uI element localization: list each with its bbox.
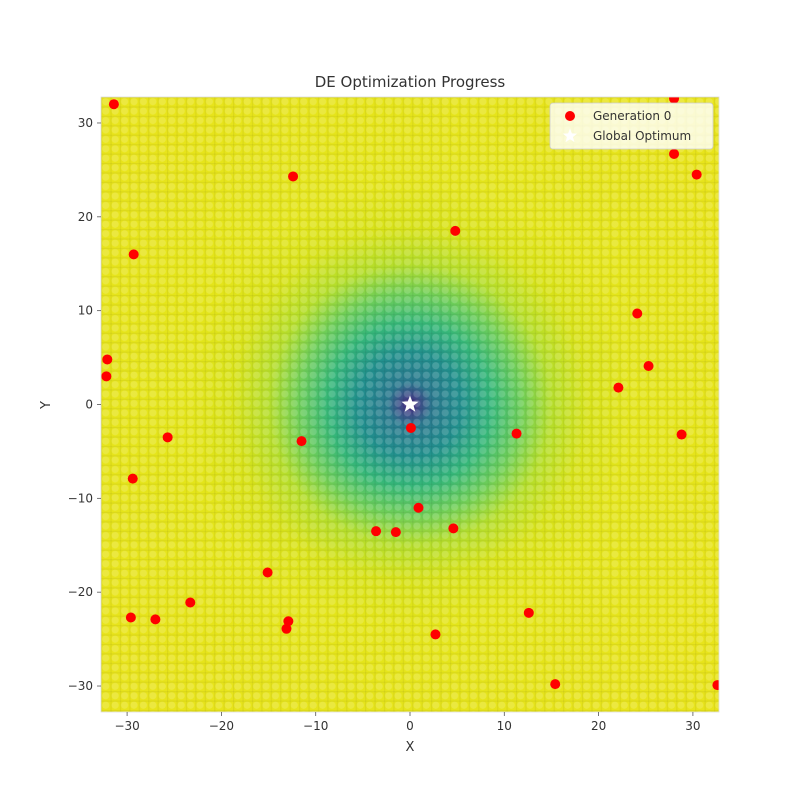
- legend-box: [549, 102, 714, 150]
- legend-label-global-optimum: Global Optimum: [593, 129, 691, 143]
- x-tick-label: 0: [406, 719, 414, 733]
- y-axis-label: Y: [39, 401, 54, 410]
- generation-0-point: [550, 679, 561, 690]
- legend-marker-generation-0: [565, 111, 575, 121]
- generation-0-point: [185, 597, 196, 608]
- generation-0-point: [676, 429, 687, 440]
- generation-0-point: [511, 428, 522, 439]
- generation-0-point: [125, 612, 136, 623]
- generation-0-point: [288, 171, 299, 182]
- generation-0-point: [430, 629, 441, 640]
- generation-0-point: [127, 473, 138, 484]
- generation-0-point: [371, 526, 382, 537]
- x-tick-label: −20: [209, 719, 234, 733]
- plot-area: [100, 96, 720, 713]
- global-optimum-star: [401, 395, 419, 412]
- legend-label-generation-0: Generation 0: [593, 109, 671, 123]
- generation-0-point: [102, 354, 113, 365]
- legend: Generation 0 Global Optimum: [549, 102, 714, 150]
- generation-0-point: [643, 361, 654, 372]
- generation-0-point: [669, 97, 680, 104]
- x-tick-label: −30: [114, 719, 139, 733]
- legend-marker-global-optimum: [562, 128, 578, 143]
- generation-0-point: [669, 148, 680, 159]
- generation-0-point: [128, 249, 139, 260]
- generation-0-point: [162, 432, 173, 443]
- generation-0-point: [632, 308, 643, 319]
- generation-0-point: [281, 623, 292, 634]
- y-tick-label: −20: [68, 585, 93, 599]
- x-tick-label: 30: [685, 719, 700, 733]
- generation-0-point: [691, 169, 702, 180]
- y-tick-label: −10: [68, 491, 93, 505]
- generation-0-point: [523, 607, 534, 618]
- generation-0-point: [413, 502, 424, 513]
- generation-0-point: [108, 99, 119, 110]
- x-tick-label: 20: [591, 719, 606, 733]
- generation-0-point: [390, 527, 401, 538]
- generation-0-point: [448, 523, 459, 534]
- y-axis-ticks: −30 −20 −10 0 10 20 30: [68, 116, 101, 693]
- chart-title: DE Optimization Progress: [315, 73, 506, 91]
- x-axis-ticks: −30 −20 −10 0 10 20 30: [114, 712, 701, 733]
- x-tick-label: −10: [303, 719, 328, 733]
- generation-0-point: [150, 614, 161, 625]
- generation-0-point: [613, 382, 624, 393]
- x-tick-label: 10: [497, 719, 512, 733]
- y-tick-label: 20: [78, 210, 93, 224]
- y-tick-label: 0: [85, 398, 93, 412]
- points-layer: [101, 97, 719, 691]
- y-tick-label: −30: [68, 679, 93, 693]
- generation-0-point: [262, 567, 273, 578]
- x-axis-label: X: [406, 740, 415, 755]
- generation-0-point: [296, 436, 307, 447]
- y-tick-label: 10: [78, 304, 93, 318]
- generation-0-point: [450, 225, 461, 236]
- generation-0-point: [712, 680, 719, 691]
- generation-0-point: [283, 616, 294, 627]
- generation-0-point: [405, 422, 416, 433]
- generation-0-point: [101, 371, 112, 382]
- y-tick-label: 30: [78, 116, 93, 130]
